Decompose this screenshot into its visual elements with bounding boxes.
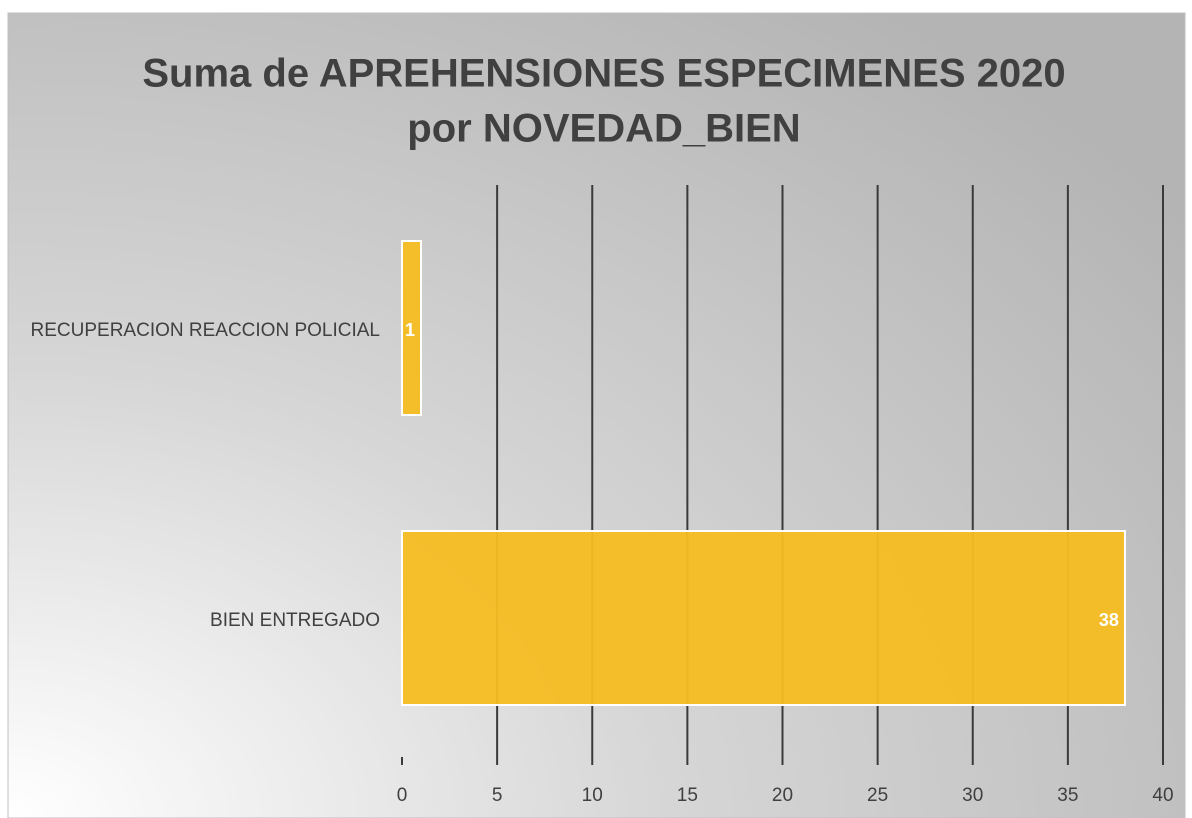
bar xyxy=(401,240,423,416)
chart-title: por NOVEDAD_BIEN xyxy=(407,107,800,151)
x-tick-label: 10 xyxy=(582,785,603,806)
x-tick-label: 40 xyxy=(1152,785,1173,806)
data-label: 38 xyxy=(1099,610,1119,630)
y-tick-label: RECUPERACION REACCION POLICIAL xyxy=(31,320,380,341)
x-tick-label: 35 xyxy=(1057,785,1078,806)
x-tick-label: 15 xyxy=(677,785,698,806)
data-label: 1 xyxy=(405,320,415,340)
chart-title: Suma de APREHENSIONES ESPECIMENES 2020 xyxy=(142,52,1065,96)
x-tick-label: 25 xyxy=(867,785,888,806)
x-tick-label: 20 xyxy=(772,785,793,806)
x-tick-label: 0 xyxy=(397,785,408,806)
y-tick-label: BIEN ENTREGADO xyxy=(210,610,380,631)
bar xyxy=(401,530,1126,706)
x-tick-label: 30 xyxy=(962,785,983,806)
x-tick-label: 5 xyxy=(492,785,503,806)
